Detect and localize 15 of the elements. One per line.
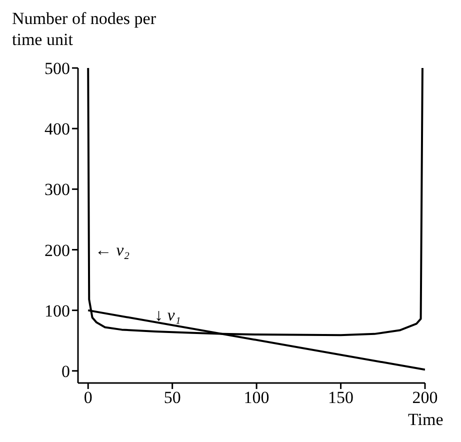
y-tick-label: 0: [62, 362, 70, 381]
annotation: ↓ ν₁: [154, 306, 181, 325]
x-tick-label: 150: [328, 388, 354, 408]
y-tick-label: 500: [44, 59, 70, 78]
x-tick-label: 100: [244, 388, 270, 408]
y-tick-label: 400: [44, 120, 70, 139]
x-tick-label: 0: [84, 388, 92, 408]
x-tick-label: 200: [412, 388, 438, 408]
y-axis-title: Number of nodes per time unit: [12, 8, 157, 50]
annotation: ← ν₂: [94, 240, 130, 260]
x-axis-title: Time: [408, 410, 444, 430]
x-tick-label: 50: [164, 388, 181, 408]
y-tick-label: 200: [44, 240, 70, 260]
y-tick-label: 300: [44, 180, 70, 200]
y-tick-label: 100: [44, 301, 70, 320]
